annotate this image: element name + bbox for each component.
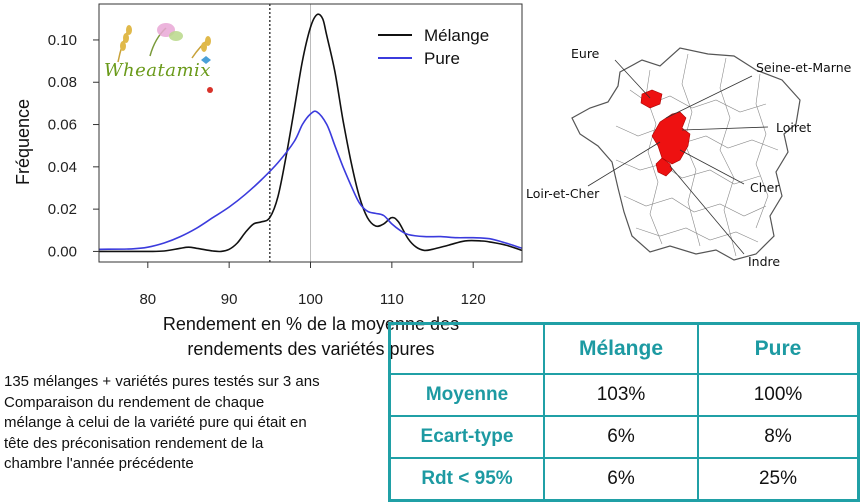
france-map: Eure Seine-et-Marne Loiret Loir-et-Cher … <box>520 0 862 300</box>
map-label-eure: Eure <box>571 46 600 61</box>
reference-lines <box>269 4 311 262</box>
map-label-loir-et-cher: Loir-et-Cher <box>526 186 600 201</box>
wheat-icon <box>117 23 213 93</box>
y-tick-label: 0.02 <box>48 201 77 218</box>
x-tick-label: 80 <box>139 291 156 308</box>
france-outline <box>571 47 801 261</box>
table-header-row: Mélange Pure <box>389 322 860 375</box>
y-tick-label: 0.10 <box>48 32 77 49</box>
column-header-melange: Mélange <box>543 322 699 375</box>
y-axis-label: Fréquence <box>13 99 33 185</box>
table-cell: 25% <box>697 457 860 502</box>
row-label-rdt-95: Rdt < 95% <box>388 457 545 502</box>
column-header-pure: Pure <box>697 322 860 375</box>
y-axis: 0.00 0.02 0.04 0.06 0.08 0.10 <box>48 32 99 260</box>
density-chart: 80 90 100 110 120 0.00 0.02 0.04 0.06 0.08 0.10 M… <box>13 3 523 359</box>
table-cell: 100% <box>697 373 860 417</box>
y-tick-label: 0.08 <box>48 74 77 91</box>
yield-stats-table: Mélange Pure Moyenne 103% 100% Ecart-typ… <box>388 322 860 502</box>
description-line: Comparaison du rendement de chaque <box>4 393 265 411</box>
table-cell: 103% <box>543 373 699 417</box>
x-tick-label: 120 <box>461 291 486 308</box>
logo-wordmark: Wheatamix <box>104 60 211 81</box>
x-axis-label-line-2: rendements des variétés pures <box>187 339 434 359</box>
map-label-seine-et-marne: Seine-et-Marne <box>756 60 852 75</box>
y-tick-label: 0.06 <box>48 117 77 134</box>
wheatamix-logo: Wheatamix <box>100 16 232 100</box>
region-loiret-block <box>651 111 691 165</box>
map-label-cher: Cher <box>750 180 780 195</box>
highlighted-departments <box>640 89 691 177</box>
row-label-ecart-type: Ecart-type <box>388 415 545 459</box>
x-tick-label: 90 <box>221 291 238 308</box>
legend-label-pure: Pure <box>424 49 460 68</box>
row-label-moyenne: Moyenne <box>388 373 545 417</box>
description-line: 135 mélanges + variétés pures testés sur… <box>4 373 320 390</box>
description-line: tête des préconisation rendement de la <box>4 434 264 452</box>
table-row: Moyenne 103% 100% <box>388 373 860 417</box>
y-tick-label: 0.00 <box>48 243 77 260</box>
legend: Mélange Pure <box>378 26 489 68</box>
table-row: Ecart-type 6% 8% <box>388 415 860 459</box>
x-tick-label: 100 <box>298 291 323 308</box>
table-cell: 6% <box>543 457 699 502</box>
table-row: Rdt < 95% 6% 25% <box>388 457 860 502</box>
map-svg: Eure Seine-et-Marne Loiret Loir-et-Cher … <box>526 46 852 269</box>
leader-lines <box>587 59 769 255</box>
description-line: mélange à celui de la variété pure qui é… <box>4 414 307 431</box>
region-cher-indre <box>655 157 673 177</box>
x-axis: 80 90 100 110 120 <box>139 262 486 308</box>
table-cell: 6% <box>543 415 699 459</box>
series-line-pure <box>98 110 523 251</box>
table-cell: 8% <box>697 415 860 459</box>
description-line: chambre l'année précédente <box>4 455 194 472</box>
x-axis-label-line-1: Rendement en % de la moyenne des <box>163 314 459 334</box>
map-label-loiret: Loiret <box>776 120 811 135</box>
legend-label-melange: Mélange <box>424 26 489 45</box>
map-label-indre: Indre <box>748 254 780 269</box>
x-tick-label: 110 <box>380 291 404 308</box>
table-corner-cell <box>389 323 545 375</box>
series-line-melange <box>98 13 523 253</box>
y-tick-label: 0.04 <box>48 159 77 176</box>
series-layer <box>98 13 523 253</box>
study-description: 135 mélanges + variétés pures testés sur… <box>4 372 384 475</box>
